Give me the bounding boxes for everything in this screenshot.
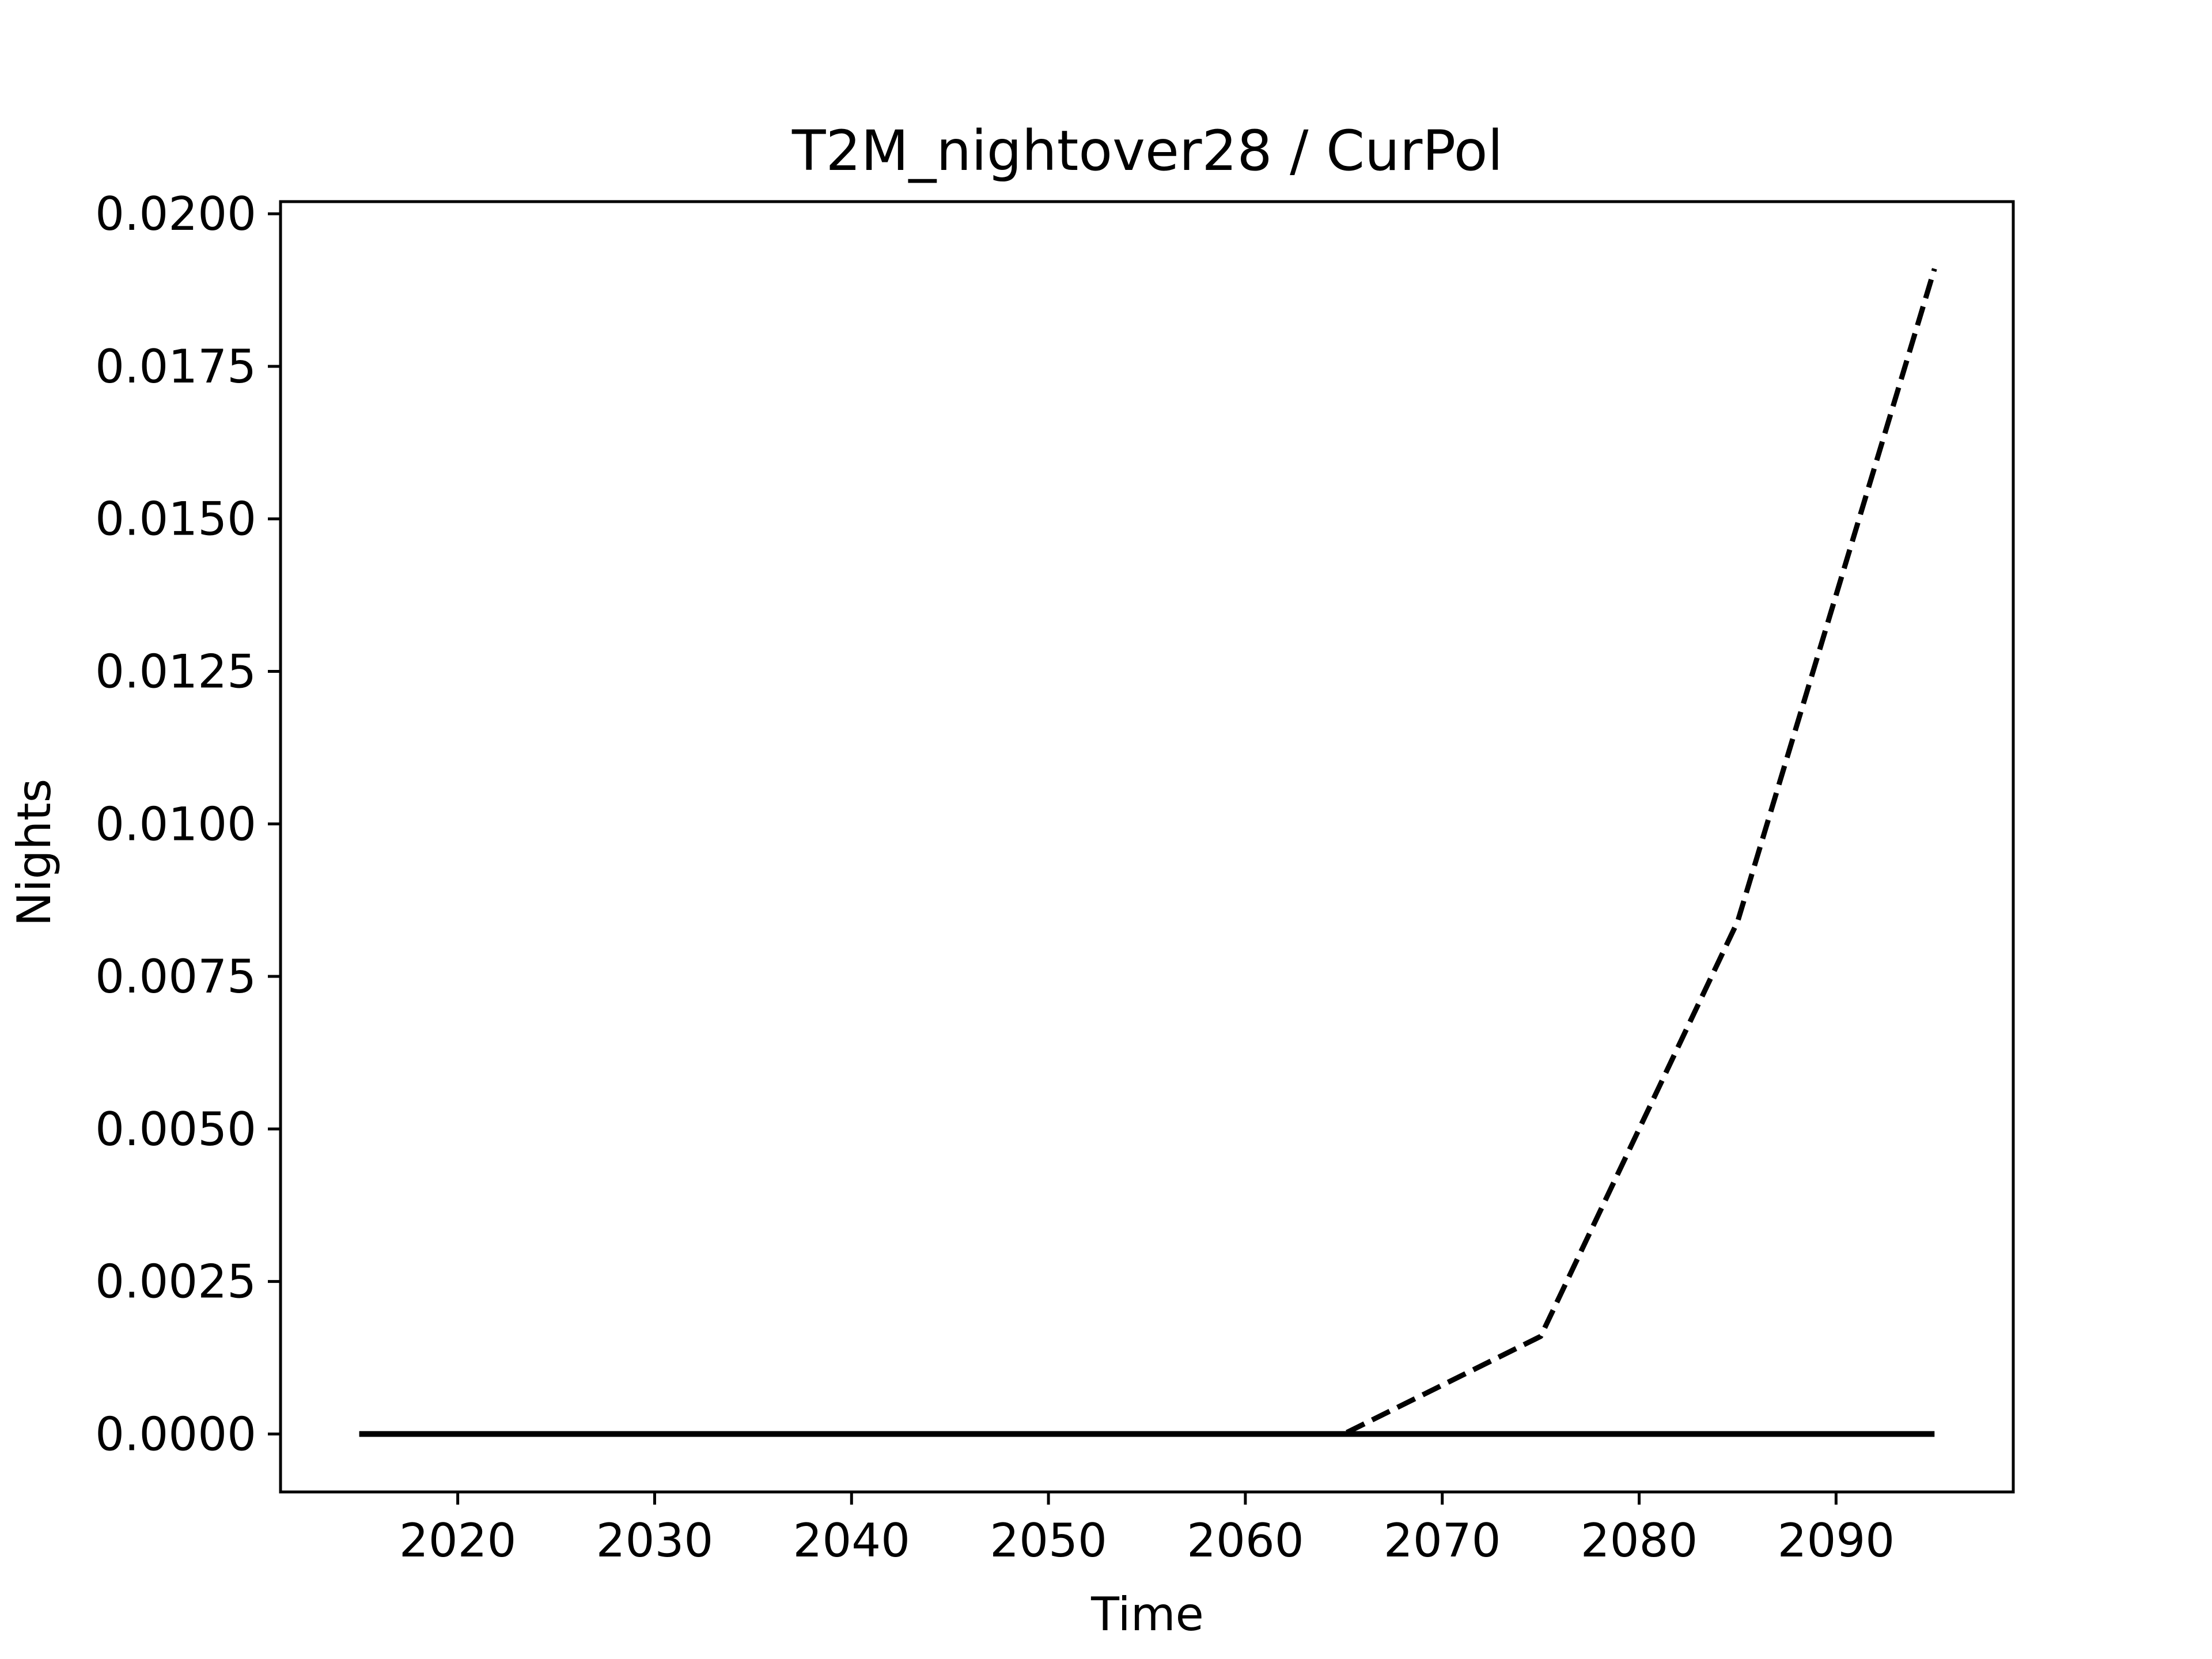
y-tick-label: 0.0075 (95, 950, 256, 1003)
y-axis-ticks: 0.0000 0.0025 0.0050 0.0075 0.0100 0.0125 0.01… (95, 187, 281, 1461)
y-tick-label: 0.0150 (95, 493, 256, 546)
y-tick-label: 0.0100 (95, 797, 256, 851)
y-tick-label: 0.0175 (95, 340, 256, 393)
x-tick-label: 2040 (793, 1514, 910, 1567)
y-tick-label: 0.0000 (95, 1407, 256, 1461)
y-tick-label: 0.0025 (95, 1255, 256, 1309)
y-tick-label: 0.0200 (95, 187, 256, 241)
x-tick-label: 2050 (990, 1514, 1107, 1567)
plot-frame (279, 200, 2015, 1494)
series-line-dashed (359, 268, 1937, 1437)
x-axis-label: Time (1090, 1588, 1204, 1641)
x-tick-label: 2030 (596, 1514, 714, 1567)
chart-title: T2M_nightover28 / CurPol (791, 119, 1503, 183)
y-axis-label: Nights (7, 779, 61, 927)
y-tick-label: 0.0050 (95, 1103, 256, 1156)
x-tick-label: 2020 (399, 1514, 517, 1567)
x-tick-label: 2070 (1384, 1514, 1501, 1567)
x-tick-label: 2060 (1187, 1514, 1304, 1567)
x-tick-label: 2080 (1581, 1514, 1698, 1567)
x-tick-label: 2090 (1778, 1514, 1895, 1567)
x-axis-ticks: 2020 2030 2040 2050 2060 2070 2080 2090 (399, 1492, 1895, 1567)
y-tick-label: 0.0125 (95, 645, 256, 699)
series-layer (359, 268, 1937, 1437)
